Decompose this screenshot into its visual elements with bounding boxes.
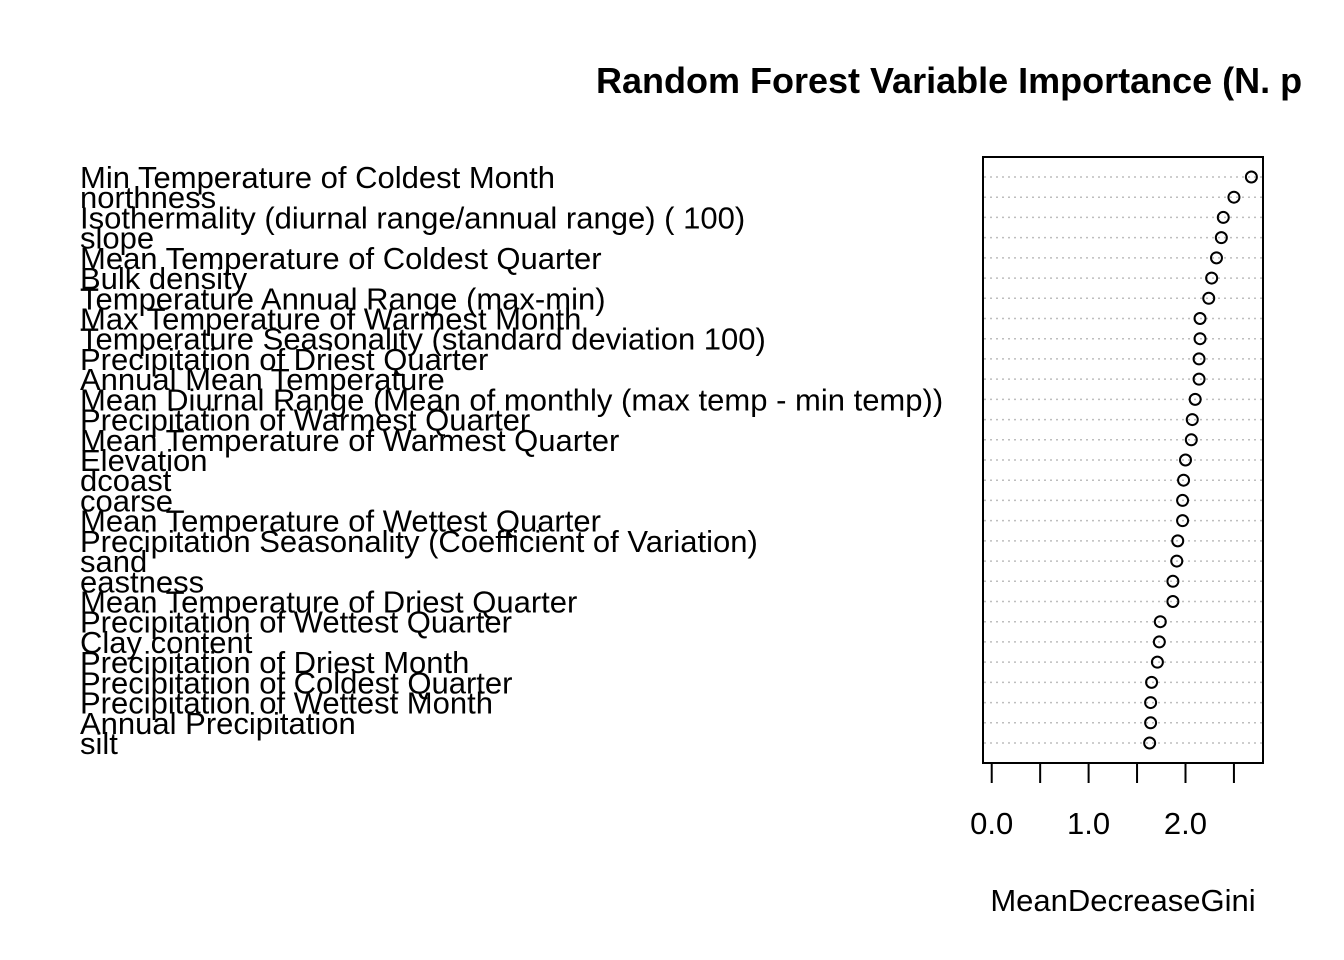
data-point (1150, 655, 1164, 669)
x-tick-label: 1.0 (1067, 806, 1110, 841)
data-point (1171, 534, 1185, 548)
variable-label: Precipitation of Wettest Month (80, 686, 493, 721)
x-tick-label: 2.0 (1164, 806, 1207, 841)
data-point (1144, 716, 1158, 730)
variable-label: Precipitation Seasonality (Coefficient o… (80, 524, 758, 559)
x-axis: 0.0 1.0 2.0 (970, 763, 1235, 841)
variable-label: Isothermality (diurnal range/annual rang… (80, 200, 745, 235)
data-point (1214, 231, 1228, 245)
variable-label: Annual Mean Temperature (80, 362, 445, 397)
data-point (1166, 595, 1180, 608)
data-point (1170, 554, 1184, 568)
data-point (1153, 615, 1167, 629)
variable-label: Mean Temperature of Wettest Quarter (80, 504, 601, 539)
data-point (1145, 675, 1159, 689)
data-point (1216, 210, 1230, 224)
data-point (1176, 493, 1190, 507)
data-point (1152, 635, 1166, 649)
variable-label: Mean Temperature of Coldest Quarter (80, 241, 602, 276)
variable-label: Mean Diurnal Range (Mean of monthly (max… (80, 382, 943, 417)
variable-label: Clay content (80, 625, 253, 660)
data-point (1184, 433, 1198, 447)
variable-label: silt (80, 726, 118, 761)
data-point (1202, 291, 1216, 305)
x-axis-title: MeanDecreaseGini (990, 883, 1255, 918)
data-point (1193, 332, 1207, 346)
data-point (1176, 514, 1190, 528)
data-point (1185, 413, 1199, 427)
variable-label: Elevation (80, 443, 208, 478)
data-point (1166, 574, 1180, 588)
data-point (1178, 453, 1192, 467)
data-point (1143, 736, 1157, 750)
variable-label: Precipitation of Driest Month (80, 645, 469, 680)
data-point (1205, 271, 1219, 285)
data-point (1244, 170, 1258, 184)
variable-label: Temperature Seasonality (standard deviat… (80, 322, 766, 357)
data-points (1143, 170, 1258, 750)
data-point (1144, 696, 1158, 710)
data-point (1227, 190, 1241, 204)
data-point (1192, 352, 1206, 366)
variable-label: Temperature Annual Range (max-min) (80, 281, 606, 316)
variable-label: Mean Temperature of Warmest Quarter (80, 423, 619, 458)
variable-label: eastness (80, 564, 204, 599)
gridlines (984, 176, 1262, 744)
plot-frame (982, 156, 1264, 764)
variable-label: northness (80, 180, 216, 215)
variable-label: Precipitation of Warmest Quarter (80, 403, 530, 438)
variable-label: Min Temperature of Coldest Month (80, 160, 555, 195)
data-point (1177, 473, 1191, 487)
data-point (1193, 312, 1207, 325)
variable-label: slope (80, 221, 154, 256)
variable-label: sand (80, 544, 147, 579)
variable-label: Precipitation of Wettest Quarter (80, 605, 512, 640)
variable-label: dcoast (80, 463, 172, 498)
variable-label: Precipitation of Coldest Quarter (80, 665, 513, 700)
data-point (1209, 251, 1223, 265)
variable-label: Bulk density (80, 261, 248, 296)
x-tick-label: 0.0 (970, 806, 1013, 841)
chart-title: Random Forest Variable Importance (N. p (596, 60, 1302, 101)
variable-label: Max Temperature of Warmest Month (80, 302, 581, 337)
variable-label: Mean Temperature of Driest Quarter (80, 585, 577, 620)
variable-label: Precipitation of Driest Quarter (80, 342, 488, 377)
data-point (1188, 392, 1202, 406)
variable-labels: Min Temperature of Coldest Monthnorthnes… (80, 160, 943, 761)
variable-label: Annual Precipitation (80, 706, 356, 741)
data-point (1192, 372, 1206, 386)
variable-label: coarse (80, 483, 173, 518)
